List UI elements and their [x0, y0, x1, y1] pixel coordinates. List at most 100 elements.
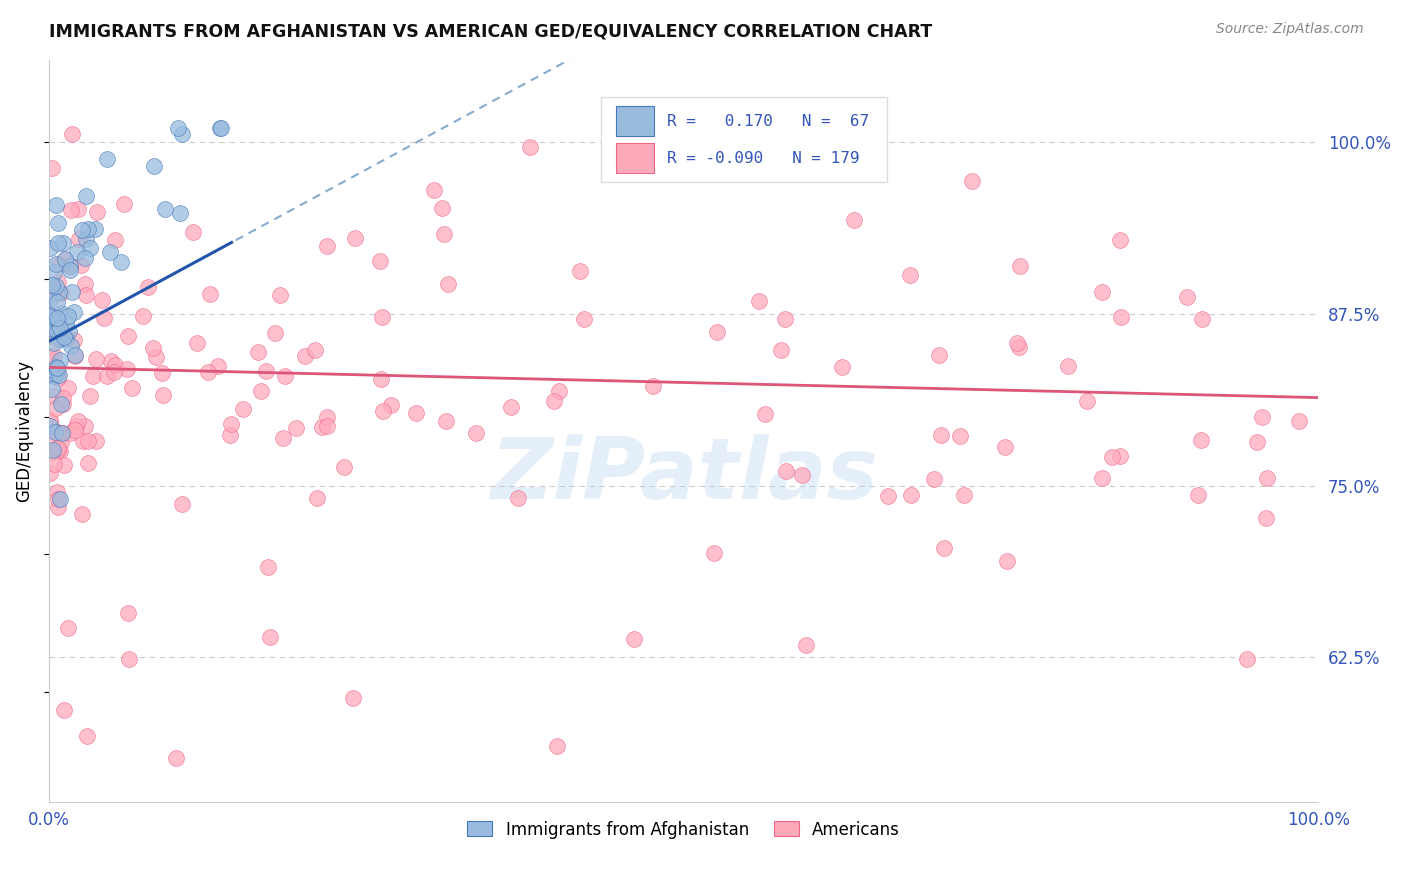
Point: [51, 425, 73, 440]
Point: [643, 379, 665, 393]
Point: [48, 366, 70, 380]
Point: [45, 257, 67, 271]
Point: [1189, 434, 1212, 448]
Point: [41, 278, 63, 293]
Point: [995, 554, 1018, 568]
Point: [132, 310, 155, 324]
Point: [342, 690, 364, 705]
Point: [39, 309, 62, 323]
Point: [83, 222, 105, 236]
Point: [1057, 359, 1080, 374]
Point: [370, 372, 392, 386]
Point: [207, 359, 229, 373]
Point: [274, 368, 297, 383]
Point: [42, 322, 65, 336]
Point: [75, 288, 97, 302]
Point: [46, 442, 69, 456]
Point: [45, 368, 67, 382]
Text: ZiPatlas: ZiPatlas: [489, 434, 877, 516]
Point: [115, 361, 138, 376]
Point: [93, 310, 115, 325]
Point: [316, 409, 339, 424]
Point: [67, 232, 90, 246]
Point: [46, 500, 69, 515]
Point: [368, 254, 391, 268]
Point: [72, 223, 94, 237]
Point: [46, 442, 69, 457]
Point: [1175, 290, 1198, 304]
Point: [45, 360, 67, 375]
Point: [46, 360, 69, 375]
Point: [165, 750, 187, 764]
Point: [371, 310, 394, 324]
Point: [46, 318, 69, 332]
Point: [41, 443, 63, 458]
Point: [46, 295, 69, 310]
Point: [110, 255, 132, 269]
Point: [1256, 471, 1278, 485]
Point: [311, 420, 333, 434]
Point: [79, 389, 101, 403]
Point: [77, 434, 100, 448]
Point: [42, 389, 65, 403]
Point: [249, 384, 271, 398]
Point: [112, 197, 135, 211]
Point: [41, 437, 63, 451]
Point: [198, 287, 221, 301]
Point: [48, 257, 70, 271]
Point: [219, 417, 242, 431]
Point: [39, 418, 62, 433]
Point: [79, 241, 101, 255]
Point: [58, 620, 80, 634]
Point: [703, 547, 725, 561]
Point: [433, 227, 456, 241]
Point: [39, 310, 62, 325]
Point: [46, 484, 69, 499]
Point: [72, 434, 94, 448]
Point: [208, 121, 231, 136]
Point: [994, 440, 1017, 454]
Point: [69, 258, 91, 272]
Point: [49, 332, 72, 346]
Point: [104, 358, 127, 372]
Point: [42, 349, 65, 363]
Point: [52, 397, 75, 411]
Point: [172, 127, 194, 141]
Point: [405, 406, 427, 420]
Point: [333, 459, 356, 474]
Point: [59, 203, 82, 218]
Point: [53, 703, 76, 717]
Point: [932, 541, 955, 555]
Text: R = -0.090   N = 179: R = -0.090 N = 179: [666, 151, 859, 166]
Point: [344, 231, 367, 245]
Point: [44, 265, 66, 279]
Point: [104, 233, 127, 247]
Point: [76, 730, 98, 744]
Point: [167, 121, 190, 136]
Point: [39, 241, 62, 255]
Point: [67, 202, 90, 217]
Point: [294, 349, 316, 363]
Point: [51, 426, 73, 441]
Point: [1111, 310, 1133, 325]
FancyBboxPatch shape: [616, 144, 654, 173]
Point: [46, 324, 69, 338]
Point: [748, 293, 770, 308]
Point: [56, 381, 79, 395]
Point: [63, 334, 86, 348]
Point: [46, 235, 69, 250]
Point: [219, 428, 242, 442]
Point: [1008, 259, 1031, 273]
Point: [1288, 414, 1310, 428]
Point: [77, 221, 100, 235]
Point: [1109, 234, 1132, 248]
Point: [434, 414, 457, 428]
Point: [42, 369, 65, 384]
Point: [45, 198, 67, 212]
Point: [44, 425, 66, 439]
Point: [1101, 450, 1123, 464]
Point: [49, 306, 72, 320]
Point: [1191, 311, 1213, 326]
Point: [48, 492, 70, 507]
Point: [48, 368, 70, 382]
